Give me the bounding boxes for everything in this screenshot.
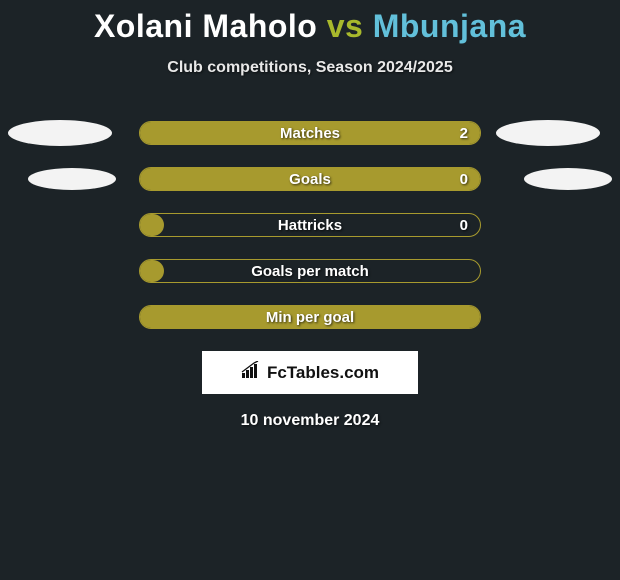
- site-logo: FcTables.com: [202, 351, 418, 394]
- comparison-title: Xolani Maholo vs Mbunjana: [0, 0, 620, 45]
- competition-subtitle: Club competitions, Season 2024/2025: [0, 59, 620, 77]
- player1-name: Xolani Maholo: [94, 8, 317, 44]
- stat-row: Goals0: [0, 167, 620, 191]
- stat-value: 0: [460, 214, 468, 238]
- stat-bar-fill: [140, 168, 480, 190]
- snapshot-date: 10 november 2024: [0, 412, 620, 430]
- player1-value-blob: [28, 168, 116, 190]
- stat-label: Hattricks: [140, 214, 480, 238]
- stat-bar: Min per goal: [139, 305, 481, 329]
- stat-row: Min per goal: [0, 305, 620, 329]
- player2-value-blob: [496, 120, 600, 146]
- stat-bar-fill: [140, 306, 480, 328]
- stat-bar-fill: [140, 214, 164, 236]
- stat-label: Goals per match: [140, 260, 480, 284]
- bar-chart-icon: [241, 361, 263, 384]
- player2-name: Mbunjana: [373, 8, 526, 44]
- stat-row: Goals per match: [0, 259, 620, 283]
- stat-bar-fill: [140, 260, 164, 282]
- player2-value-blob: [524, 168, 612, 190]
- player1-value-blob: [8, 120, 112, 146]
- stat-bar: Goals0: [139, 167, 481, 191]
- logo-text: FcTables.com: [241, 361, 379, 384]
- logo-label: FcTables.com: [267, 363, 379, 383]
- stats-container: Matches2 Goals0 Hattricks0 Goals per match M…: [0, 121, 620, 329]
- stat-bar: Goals per match: [139, 259, 481, 283]
- stat-bar: Matches2: [139, 121, 481, 145]
- stat-bar-fill: [140, 122, 480, 144]
- stat-bar: Hattricks0: [139, 213, 481, 237]
- stat-row: Hattricks0: [0, 213, 620, 237]
- vs-separator: vs: [317, 8, 372, 44]
- stat-row: Matches2: [0, 121, 620, 145]
